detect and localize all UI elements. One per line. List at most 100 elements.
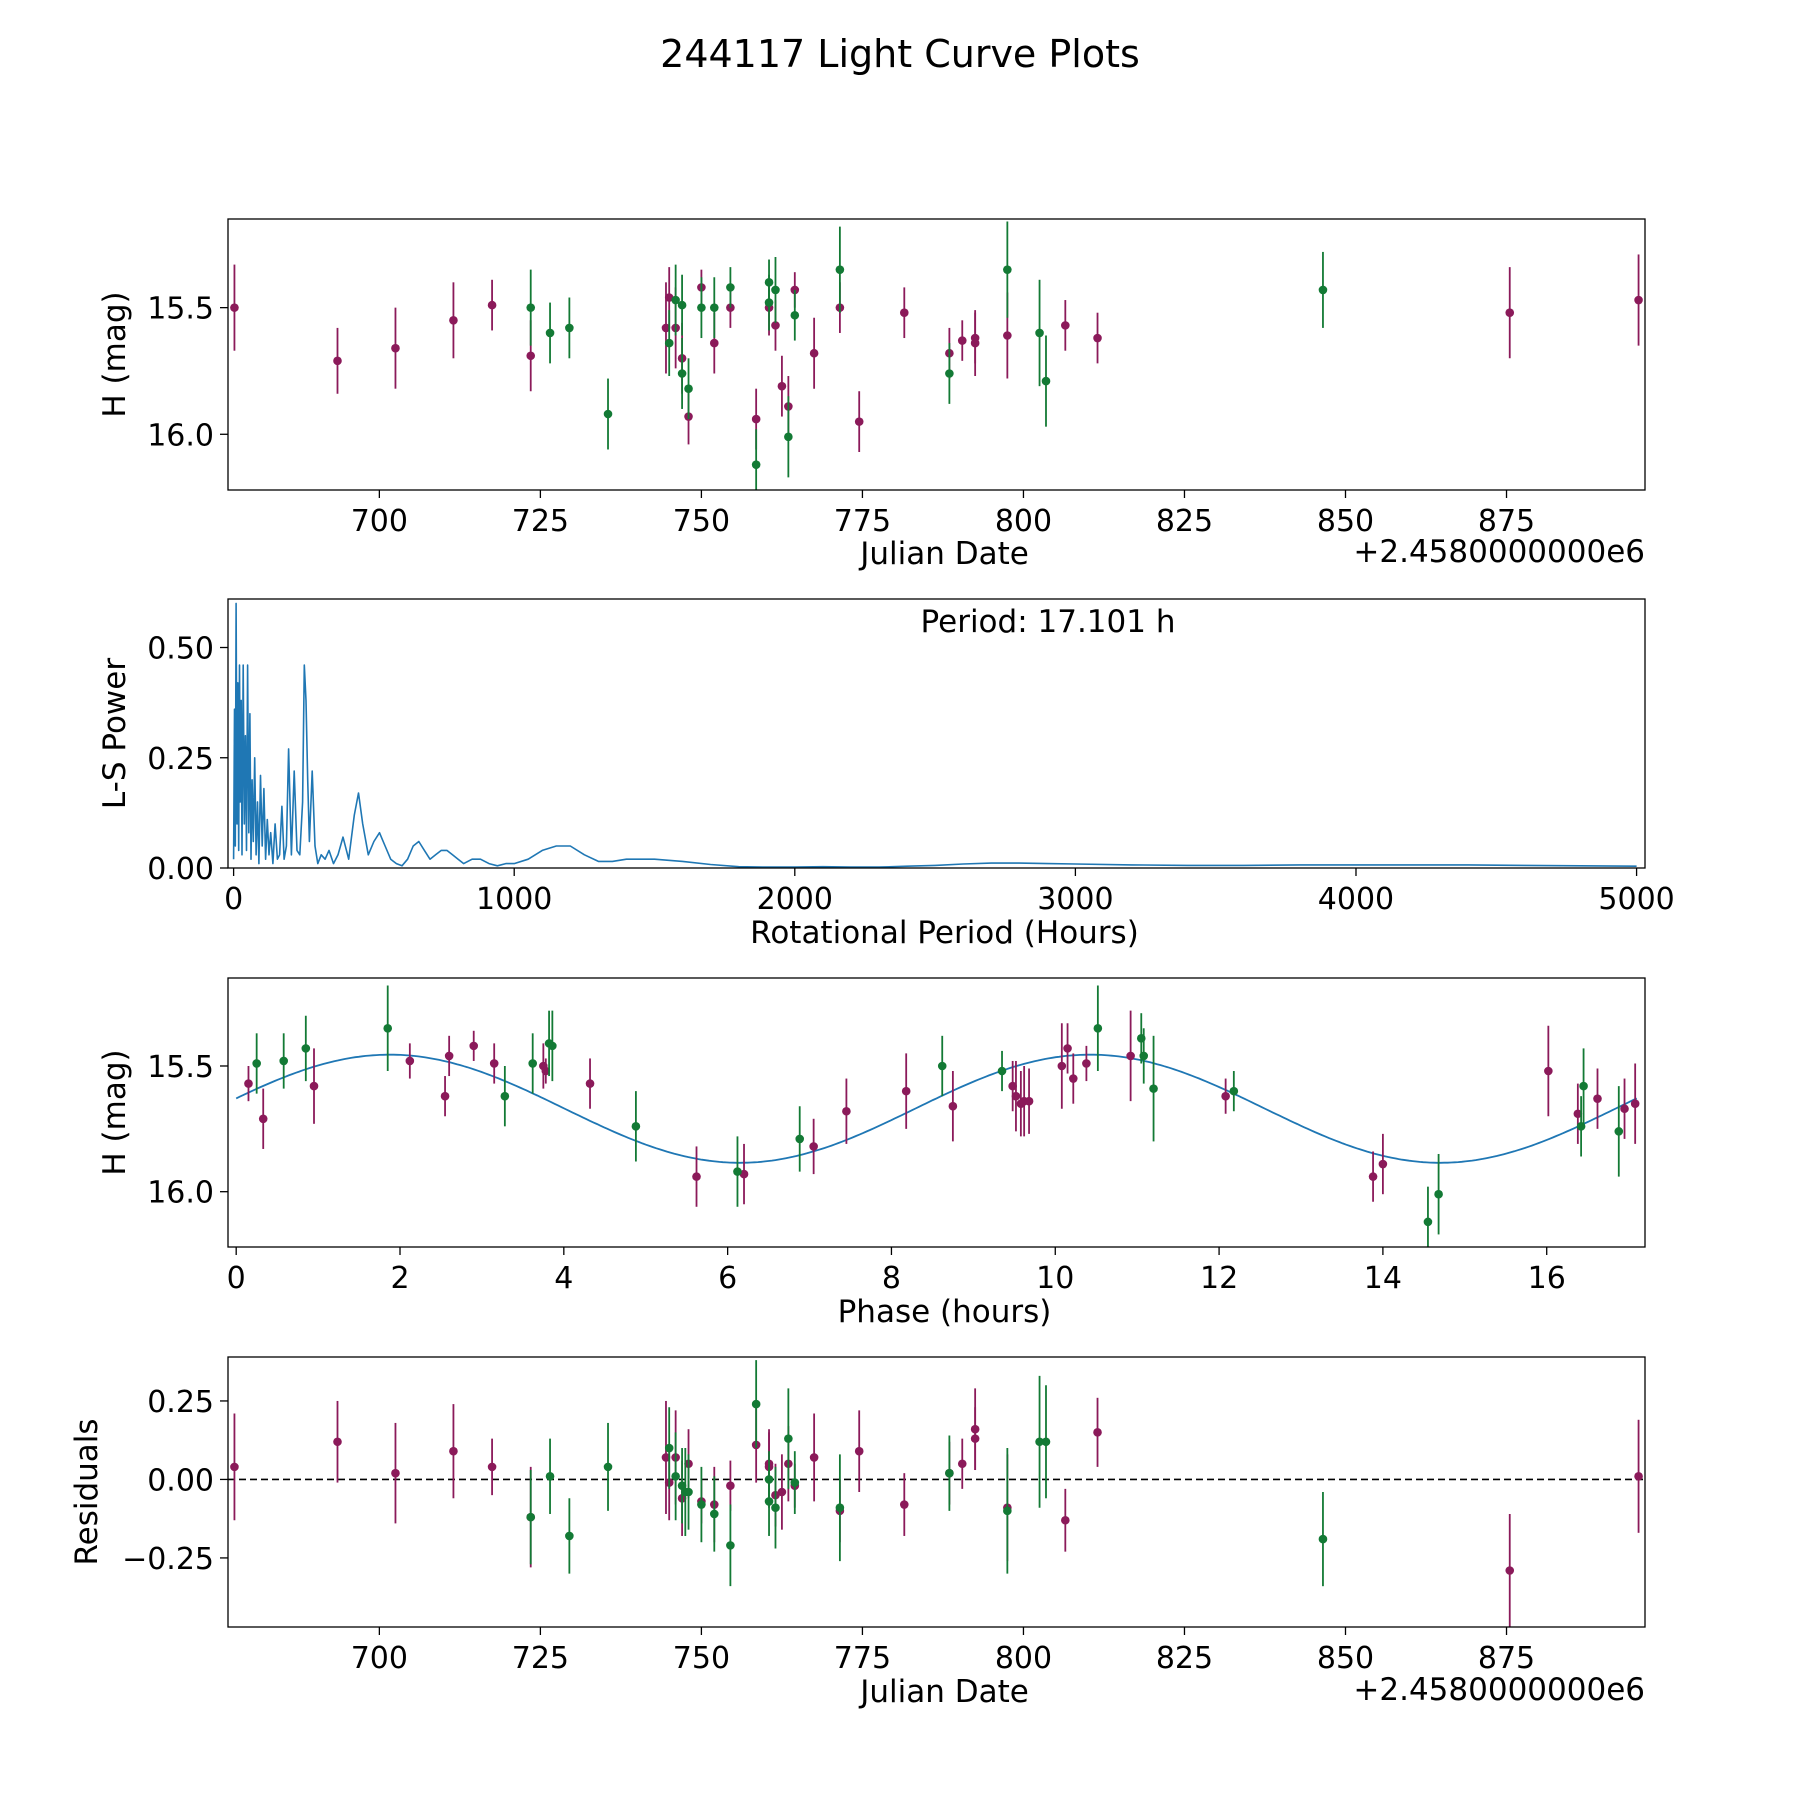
data-point: [333, 1437, 342, 1447]
data-point: [790, 1478, 800, 1487]
data-point: [309, 1081, 319, 1091]
data-point: [726, 303, 735, 312]
data-point: [664, 338, 674, 348]
data-point: [603, 1462, 613, 1472]
panel-phase_folded: 0 2 4 6 8 10 12 14 16 16.0 15.5 Phase (hours) H (mag…: [97, 977, 1646, 1330]
x-tick-label: 0: [224, 882, 243, 917]
data-point: [487, 300, 497, 310]
data-point: [1093, 1428, 1102, 1437]
data-point: [526, 351, 536, 361]
x-axis-label: Phase (hours): [838, 1294, 1052, 1330]
data-point: [449, 1446, 458, 1456]
data-point: [809, 1142, 818, 1151]
data-point: [545, 1472, 555, 1481]
data-point: [1003, 265, 1012, 274]
y-tick-label: 16.0: [147, 1176, 214, 1211]
data-point: [405, 1056, 415, 1066]
data-point: [1068, 1074, 1078, 1083]
axes-frame: [227, 598, 1646, 869]
data-point: [751, 1399, 761, 1409]
data-point: [548, 1041, 557, 1051]
x-tick-label: 14: [1364, 1261, 1402, 1296]
data-point: [1024, 1096, 1034, 1106]
data-point: [970, 1434, 980, 1443]
data-point: [795, 1134, 805, 1144]
data-point: [440, 1091, 450, 1101]
data-point: [1093, 333, 1102, 343]
data-point: [565, 1531, 574, 1541]
data-point: [771, 321, 780, 330]
x-tick-label: 1000: [476, 882, 552, 917]
data-point: [1041, 376, 1051, 386]
axes-frame: [227, 977, 1646, 1248]
x-tick-label: 850: [1317, 504, 1374, 539]
data-point: [244, 1079, 253, 1088]
data-point: [526, 303, 536, 312]
data-point: [790, 310, 800, 320]
panel-residuals: 700 725 750 775 800 825 850 875 0.25 0.00 −0.25 Jul…: [69, 1356, 1646, 1710]
data-point: [565, 323, 574, 333]
model-fit-curve: [235, 1053, 1638, 1164]
data-point: [664, 1443, 674, 1453]
data-point: [1229, 1086, 1239, 1096]
data-layer: [235, 985, 1640, 1247]
x-tick-label: 800: [995, 504, 1052, 539]
data-point: [603, 409, 613, 419]
data-point: [1544, 1066, 1553, 1076]
data-point: [1035, 328, 1044, 338]
data-point: [541, 1066, 551, 1076]
x-axis-label: Julian Date: [858, 536, 1029, 572]
data-point: [1634, 1472, 1643, 1481]
data-point: [945, 1468, 954, 1478]
data-point: [1093, 1023, 1103, 1033]
data-point: [726, 1541, 735, 1550]
data-point: [1318, 285, 1328, 295]
y-tick-label: 0.00: [147, 852, 214, 887]
y-axis-label: L-S Power: [97, 658, 133, 809]
y-tick-label: 16.0: [147, 418, 214, 453]
data-point: [1573, 1109, 1583, 1119]
data-point: [684, 384, 693, 393]
data-point: [1423, 1217, 1433, 1227]
x-tick-label: 775: [834, 1641, 891, 1676]
data-point: [671, 1472, 680, 1481]
data-point: [809, 1453, 819, 1462]
data-point: [1434, 1189, 1443, 1199]
y-tick-label: 15.5: [147, 1050, 214, 1085]
x-tick-label: 825: [1156, 1641, 1213, 1676]
x-axis-label: Rotational Period (Hours): [750, 915, 1139, 951]
x-tick-label: 5000: [1598, 882, 1674, 917]
y-tick-label: −0.25: [122, 1542, 214, 1577]
x-tick-label: 700: [351, 1641, 408, 1676]
data-layer: [228, 1360, 1645, 1627]
data-point: [585, 1079, 595, 1088]
x-offset-label: +2.4580000000e6: [1353, 534, 1645, 570]
data-point: [1318, 1534, 1328, 1544]
data-point: [1634, 295, 1643, 305]
x-tick-label: 850: [1317, 1641, 1374, 1676]
data-point: [252, 1059, 261, 1068]
x-tick-label: 775: [834, 504, 891, 539]
x-tick-label: 800: [995, 1641, 1052, 1676]
data-point: [697, 303, 706, 312]
y-axis-label: Residuals: [69, 1418, 105, 1565]
data-point: [677, 369, 687, 378]
data-point: [739, 1169, 749, 1179]
power-series-line: [232, 602, 1637, 868]
data-point: [726, 283, 735, 292]
figure-title: 244117 Light Curve Plots: [660, 32, 1140, 76]
data-point: [1126, 1051, 1135, 1061]
x-tick-label: 725: [512, 1641, 569, 1676]
data-point: [997, 1066, 1007, 1076]
x-tick-label: 700: [351, 504, 408, 539]
data-point: [697, 1500, 706, 1509]
data-point: [1579, 1081, 1588, 1091]
x-tick-label: 3000: [1037, 882, 1113, 917]
data-point: [733, 1167, 742, 1176]
x-tick-label: 825: [1156, 504, 1213, 539]
x-axis-label: Julian Date: [858, 1674, 1029, 1710]
data-point: [1061, 321, 1070, 330]
data-point: [771, 1503, 780, 1512]
